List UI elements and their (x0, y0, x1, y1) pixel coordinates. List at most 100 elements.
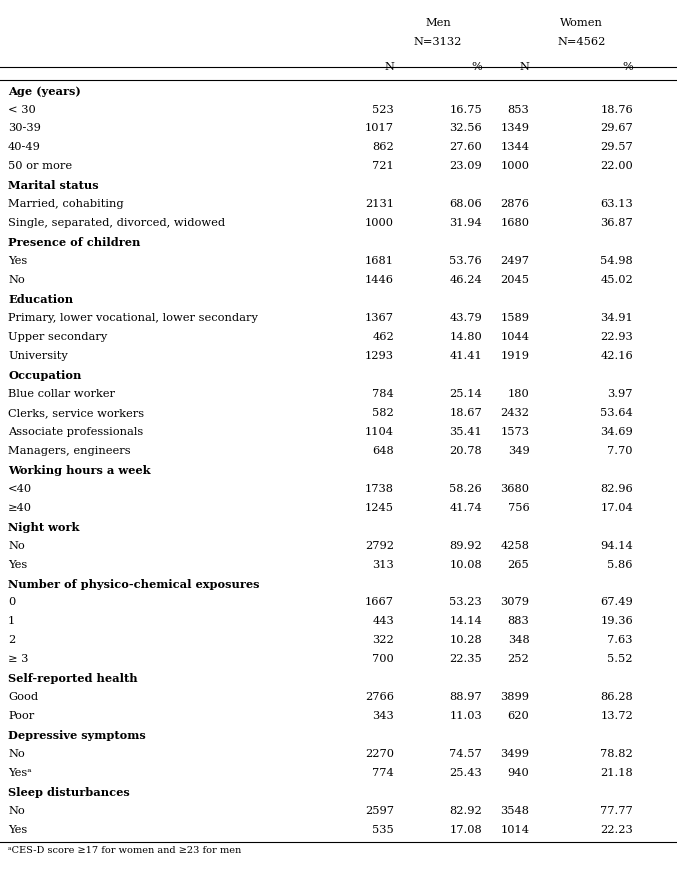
Text: 523: 523 (372, 105, 394, 114)
Text: 78.82: 78.82 (600, 750, 633, 759)
Text: No: No (8, 806, 25, 816)
Text: 41.41: 41.41 (450, 351, 482, 361)
Text: Night work: Night work (8, 522, 80, 532)
Text: 14.14: 14.14 (450, 617, 482, 626)
Text: 29.57: 29.57 (600, 143, 633, 152)
Text: 620: 620 (508, 711, 529, 721)
Text: 0: 0 (8, 597, 16, 608)
Text: 53.23: 53.23 (450, 597, 482, 608)
Text: 1000: 1000 (500, 161, 529, 171)
Text: ≥40: ≥40 (8, 502, 32, 513)
Text: 54.98: 54.98 (600, 256, 633, 266)
Text: 343: 343 (372, 711, 394, 721)
Text: 68.06: 68.06 (450, 199, 482, 209)
Text: No: No (8, 750, 25, 759)
Text: 1014: 1014 (500, 825, 529, 835)
Text: 94.14: 94.14 (600, 540, 633, 550)
Text: 82.96: 82.96 (600, 484, 633, 494)
Text: 774: 774 (372, 768, 394, 778)
Text: 22.23: 22.23 (600, 825, 633, 835)
Text: 22.00: 22.00 (600, 161, 633, 171)
Text: Number of physico-chemical exposures: Number of physico-chemical exposures (8, 579, 259, 589)
Text: Education: Education (8, 294, 73, 305)
Text: 29.67: 29.67 (600, 123, 633, 134)
Text: 1667: 1667 (365, 597, 394, 608)
Text: 4258: 4258 (500, 540, 529, 550)
Text: 32.56: 32.56 (450, 123, 482, 134)
Text: < 30: < 30 (8, 105, 36, 114)
Text: N: N (384, 62, 394, 72)
Text: 10.28: 10.28 (450, 635, 482, 645)
Text: Good: Good (8, 692, 38, 703)
Text: 252: 252 (508, 655, 529, 664)
Text: 16.75: 16.75 (450, 105, 482, 114)
Text: 53.64: 53.64 (600, 408, 633, 418)
Text: 2432: 2432 (500, 408, 529, 418)
Text: Presence of children: Presence of children (8, 237, 141, 248)
Text: 1104: 1104 (365, 427, 394, 437)
Text: 27.60: 27.60 (450, 143, 482, 152)
Text: 443: 443 (372, 617, 394, 626)
Text: 721: 721 (372, 161, 394, 171)
Text: 53.76: 53.76 (450, 256, 482, 266)
Text: 3079: 3079 (500, 597, 529, 608)
Text: 35.41: 35.41 (450, 427, 482, 437)
Text: 3680: 3680 (500, 484, 529, 494)
Text: 18.76: 18.76 (600, 105, 633, 114)
Text: 313: 313 (372, 560, 394, 570)
Text: 853: 853 (508, 105, 529, 114)
Text: Yes: Yes (8, 825, 27, 835)
Text: Age (years): Age (years) (8, 86, 81, 97)
Text: 22.35: 22.35 (450, 655, 482, 664)
Text: 2270: 2270 (365, 750, 394, 759)
Text: 17.08: 17.08 (450, 825, 482, 835)
Text: 265: 265 (508, 560, 529, 570)
Text: 582: 582 (372, 408, 394, 418)
Text: 1738: 1738 (365, 484, 394, 494)
Text: 2876: 2876 (500, 199, 529, 209)
Text: Marital status: Marital status (8, 181, 99, 191)
Text: 45.02: 45.02 (600, 276, 633, 285)
Text: 862: 862 (372, 143, 394, 152)
Text: 1017: 1017 (365, 123, 394, 134)
Text: Clerks, service workers: Clerks, service workers (8, 408, 144, 418)
Text: 3.97: 3.97 (607, 389, 633, 399)
Text: 883: 883 (508, 617, 529, 626)
Text: Women: Women (560, 18, 603, 27)
Text: 30-39: 30-39 (8, 123, 41, 134)
Text: 11.03: 11.03 (450, 711, 482, 721)
Text: 5.86: 5.86 (607, 560, 633, 570)
Text: 3899: 3899 (500, 692, 529, 703)
Text: 67.49: 67.49 (600, 597, 633, 608)
Text: 22.93: 22.93 (600, 332, 633, 342)
Text: Blue collar worker: Blue collar worker (8, 389, 115, 399)
Text: 1446: 1446 (365, 276, 394, 285)
Text: 7.63: 7.63 (607, 635, 633, 645)
Text: 86.28: 86.28 (600, 692, 633, 703)
Text: %: % (622, 62, 633, 72)
Text: 14.80: 14.80 (450, 332, 482, 342)
Text: 1349: 1349 (500, 123, 529, 134)
Text: 2045: 2045 (500, 276, 529, 285)
Text: 1044: 1044 (500, 332, 529, 342)
Text: Yesᵃ: Yesᵃ (8, 768, 32, 778)
Text: University: University (8, 351, 68, 361)
Text: Men: Men (425, 18, 451, 27)
Text: Poor: Poor (8, 711, 35, 721)
Text: Managers, engineers: Managers, engineers (8, 446, 131, 455)
Text: 348: 348 (508, 635, 529, 645)
Text: 349: 349 (508, 446, 529, 455)
Text: 1367: 1367 (365, 313, 394, 323)
Text: ≥ 3: ≥ 3 (8, 655, 28, 664)
Text: 7.70: 7.70 (607, 446, 633, 455)
Text: No: No (8, 540, 25, 550)
Text: 36.87: 36.87 (600, 218, 633, 229)
Text: 31.94: 31.94 (450, 218, 482, 229)
Text: 20.78: 20.78 (450, 446, 482, 455)
Text: 13.72: 13.72 (600, 711, 633, 721)
Text: 5.52: 5.52 (607, 655, 633, 664)
Text: 58.26: 58.26 (450, 484, 482, 494)
Text: 1680: 1680 (500, 218, 529, 229)
Text: 17.04: 17.04 (600, 502, 633, 513)
Text: 3499: 3499 (500, 750, 529, 759)
